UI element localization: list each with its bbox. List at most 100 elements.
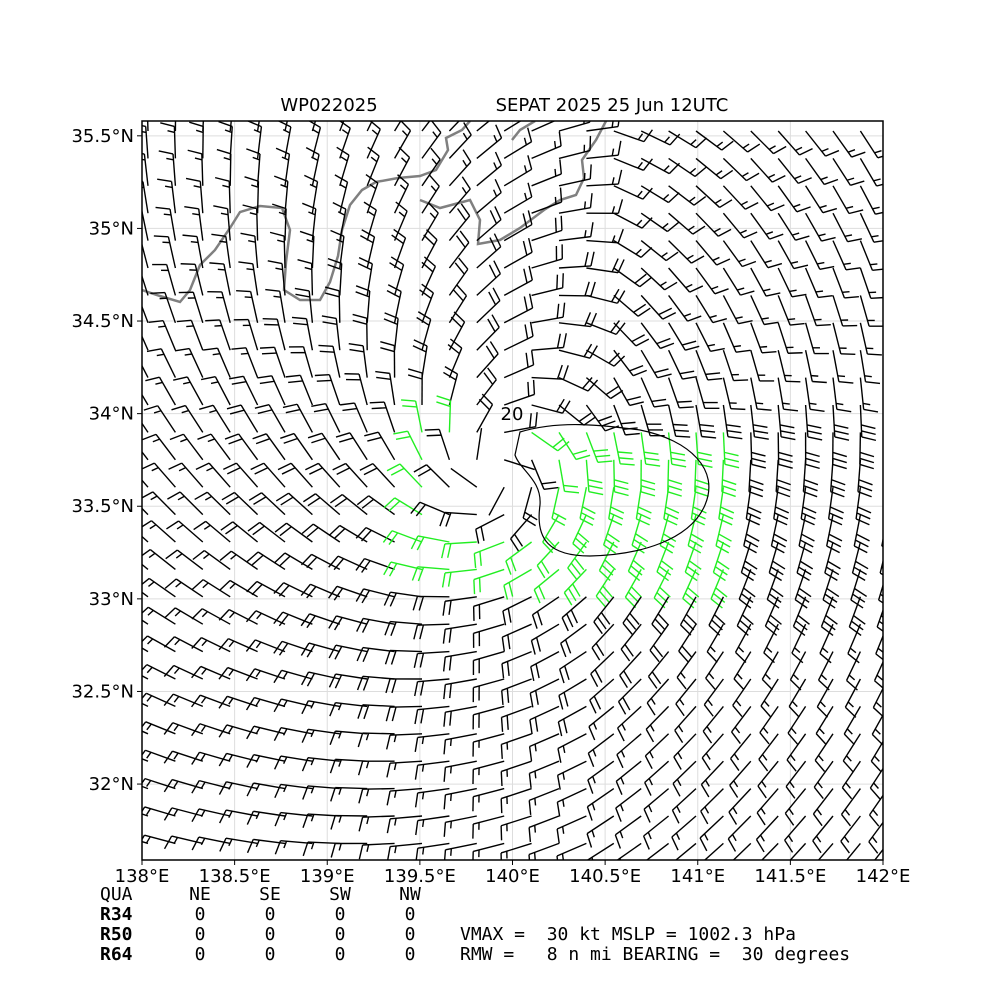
barb-feather [677, 401, 692, 402]
barb-feather [317, 380, 332, 381]
barb-feather [535, 798, 536, 805]
barb-feather [555, 141, 556, 148]
barb-staff [230, 154, 231, 186]
barb-feather [318, 345, 333, 346]
x-tick-label: 140.5°E [569, 866, 641, 887]
barb-feather [734, 380, 749, 381]
barb-staff [668, 460, 669, 492]
barb-feather [501, 799, 502, 814]
barb-feather [218, 269, 225, 270]
x-tick-label: 141.5°E [754, 866, 826, 887]
x-tick-label: 141°E [670, 866, 725, 887]
info-line: VMAX = 30 kt MSLP = 1002.3 hPa [460, 924, 796, 945]
barb-feather [425, 429, 440, 430]
contour-label: 20 [501, 404, 524, 425]
table-header: SE [259, 884, 281, 905]
barb-feather [561, 216, 562, 231]
row-label: R64 [100, 944, 133, 965]
title-left: WP022025 [280, 95, 377, 116]
barb-feather [786, 381, 801, 382]
table-cell: 0 [265, 944, 276, 965]
barb-feather [370, 402, 385, 403]
barb-feather [186, 326, 193, 327]
barb-feather [260, 347, 275, 348]
barb-feather [756, 403, 763, 404]
barb-feather [563, 273, 564, 288]
barb-staff [339, 291, 340, 323]
x-tick-label: 139°E [300, 866, 355, 887]
y-tick-label: 34°N [89, 404, 134, 425]
barb-staff [312, 263, 313, 295]
x-tick-label: 138°E [115, 866, 170, 887]
y-tick-label: 32°N [89, 774, 134, 795]
barb-feather [867, 354, 882, 355]
barb-feather [423, 820, 424, 827]
barb-feather [816, 291, 823, 292]
table-cell: 0 [265, 904, 276, 925]
barb-staff [284, 236, 285, 268]
barb-feather [812, 381, 827, 382]
barb-feather [760, 347, 767, 348]
barb-feather [535, 771, 536, 778]
barb-staff [229, 181, 230, 213]
table-cell: 0 [195, 944, 206, 965]
barb-feather [213, 354, 220, 355]
barb-staff [202, 154, 203, 186]
barb-feather [423, 847, 424, 854]
barb-feather [315, 375, 330, 376]
x-tick-label: 139.5°E [384, 866, 456, 887]
table-header: NW [399, 884, 421, 905]
x-tick-label: 142°E [856, 866, 911, 887]
x-tick-label: 140°E [485, 866, 540, 887]
x-tick-label: 138.5°E [199, 866, 271, 887]
table-cell: 0 [335, 904, 346, 925]
barb-feather [191, 242, 198, 243]
barb-feather [842, 292, 849, 293]
table-header: SW [329, 884, 351, 905]
barb-feather [555, 197, 556, 204]
y-tick-label: 34.5°N [71, 311, 134, 332]
barb-staff [751, 432, 752, 464]
barb-feather [451, 849, 452, 856]
barb-feather [535, 852, 536, 859]
barb-feather [809, 403, 816, 404]
barb-feather [320, 351, 335, 352]
barb-staff [614, 460, 615, 492]
barb-feather [474, 580, 475, 595]
y-tick-label: 33.5°N [71, 496, 134, 517]
barb-feather [535, 825, 536, 832]
barb-feather [557, 275, 558, 290]
barb-feather [427, 435, 442, 436]
row-label: R34 [100, 904, 133, 925]
barb-feather [838, 376, 845, 377]
barb-feather [555, 169, 556, 176]
barb-feather [556, 218, 557, 233]
info-line: RMW = 8 n mi BEARING = 30 degrees [460, 944, 850, 965]
barb-feather [734, 346, 741, 347]
barb-feather [158, 326, 165, 327]
barb-feather [181, 264, 196, 265]
barb-feather [205, 320, 220, 321]
barb-feather [676, 436, 691, 437]
barb-feather [451, 739, 452, 746]
barb-feather [451, 821, 452, 828]
barb-feather [870, 264, 877, 265]
barb-staff [390, 706, 422, 707]
barb-feather [865, 376, 872, 377]
table-header: NE [189, 884, 211, 905]
title-right: SEPAT 2025 25 Jun 12UTC [496, 95, 729, 116]
table-header: QUA [100, 884, 133, 905]
barb-staff [363, 733, 395, 734]
barb-staff [860, 432, 861, 464]
barb-feather [150, 293, 165, 294]
row-label: R50 [100, 924, 133, 945]
barb-feather [585, 201, 586, 208]
barb-feather [273, 296, 280, 297]
barb-feather [501, 771, 502, 786]
table-cell: 0 [405, 904, 416, 925]
table-cell: 0 [335, 944, 346, 965]
barb-feather [679, 407, 694, 408]
barb-feather [236, 291, 251, 292]
